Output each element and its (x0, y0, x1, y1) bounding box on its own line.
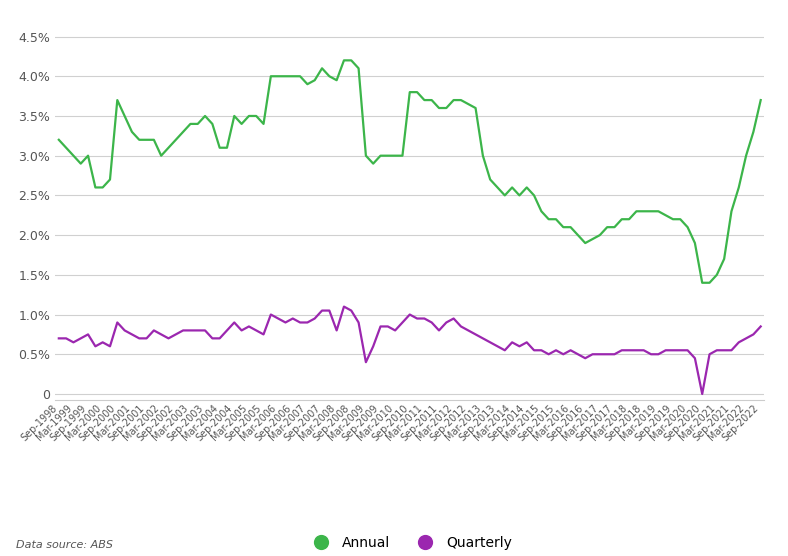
Annual (106, 176, 115, 183)
Quarterly (54, 335, 64, 342)
Quarterly (76, 335, 85, 342)
Quarterly (756, 323, 765, 330)
Quarterly (412, 315, 422, 322)
Quarterly (339, 303, 348, 310)
Annual (54, 136, 64, 143)
Annual (412, 89, 422, 96)
Text: Data source: ABS: Data source: ABS (16, 540, 113, 550)
Quarterly (237, 327, 247, 334)
Quarterly (463, 327, 473, 334)
Annual (76, 160, 85, 167)
Annual (603, 224, 612, 231)
Legend: Annual, Quarterly: Annual, Quarterly (302, 530, 518, 555)
Annual (237, 121, 247, 127)
Line: Annual: Annual (59, 61, 760, 283)
Annual (339, 57, 348, 64)
Quarterly (603, 351, 612, 358)
Line: Quarterly: Quarterly (59, 306, 760, 394)
Annual (463, 101, 473, 107)
Annual (756, 97, 765, 103)
Quarterly (106, 343, 115, 350)
Quarterly (697, 391, 707, 398)
Annual (697, 280, 707, 286)
